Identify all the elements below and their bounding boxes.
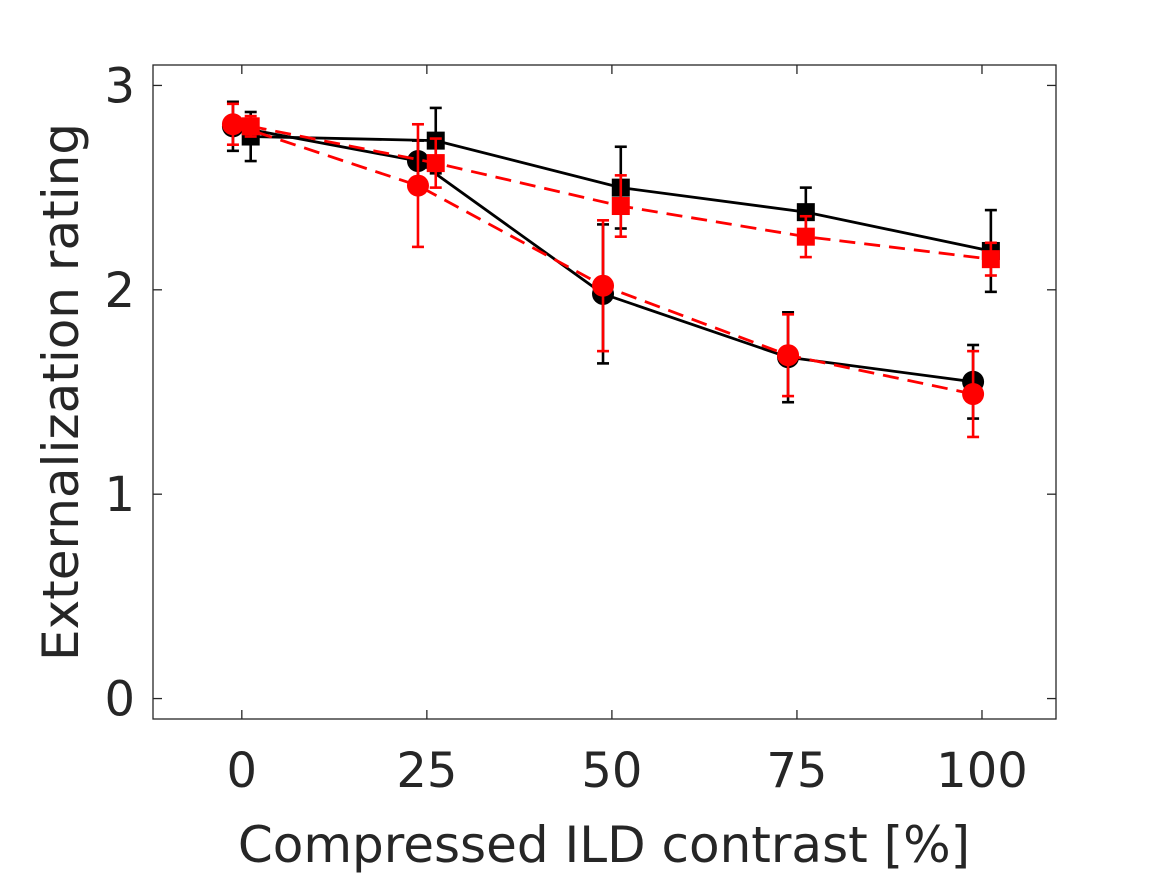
x-tick-label: 100 xyxy=(936,743,1028,799)
series-2 xyxy=(221,102,985,439)
x-axis-title: Compressed ILD contrast [%] xyxy=(238,816,970,874)
plot-area xyxy=(152,64,1057,720)
data-point xyxy=(611,197,630,216)
x-tick-label: 75 xyxy=(766,743,827,799)
ticks-layer: 0 25 50 75 100 0 1 2 3 xyxy=(104,58,1056,799)
series-layer xyxy=(221,100,1000,439)
y-tick-label: 1 xyxy=(104,467,135,523)
y-tick-label: 3 xyxy=(104,58,135,114)
data-point xyxy=(592,274,615,297)
data-point xyxy=(241,117,260,136)
y-tick-label: 2 xyxy=(104,263,135,319)
x-tick-label: 50 xyxy=(581,743,642,799)
y-axis-title: Externalization rating xyxy=(32,123,90,661)
data-point xyxy=(981,250,1000,269)
data-point xyxy=(962,383,985,406)
data-point xyxy=(777,344,800,367)
y-tick-label: 0 xyxy=(104,672,135,728)
data-point xyxy=(796,227,815,246)
x-tick-label: 25 xyxy=(396,743,457,799)
data-point xyxy=(426,154,445,173)
data-point xyxy=(406,174,429,197)
data-point xyxy=(221,113,244,136)
series-3 xyxy=(241,114,1000,277)
x-tick-label: 0 xyxy=(227,743,258,799)
